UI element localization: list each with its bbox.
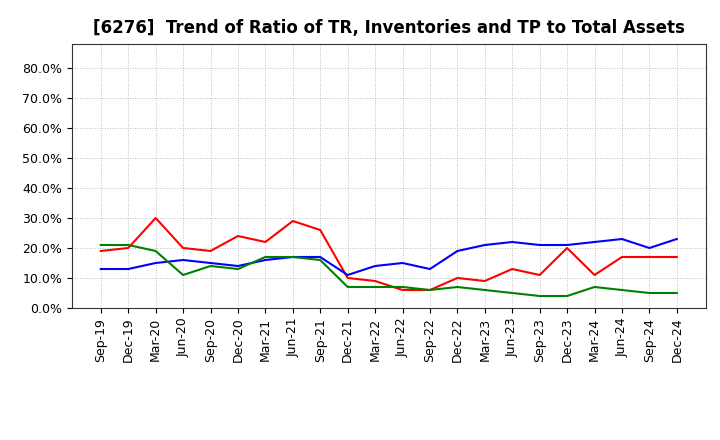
Trade Receivables bbox=[398, 287, 407, 293]
Inventories bbox=[590, 239, 599, 245]
Trade Payables bbox=[206, 264, 215, 269]
Trade Receivables bbox=[645, 254, 654, 260]
Inventories bbox=[645, 246, 654, 251]
Trade Payables bbox=[590, 284, 599, 290]
Title: [6276]  Trend of Ratio of TR, Inventories and TP to Total Assets: [6276] Trend of Ratio of TR, Inventories… bbox=[93, 19, 685, 37]
Trade Payables bbox=[563, 293, 572, 299]
Inventories bbox=[289, 254, 297, 260]
Inventories bbox=[343, 272, 352, 278]
Line: Trade Payables: Trade Payables bbox=[101, 245, 677, 296]
Inventories bbox=[508, 239, 516, 245]
Inventories bbox=[371, 264, 379, 269]
Trade Receivables bbox=[343, 275, 352, 281]
Trade Receivables bbox=[289, 218, 297, 224]
Trade Payables bbox=[289, 254, 297, 260]
Trade Payables bbox=[96, 242, 105, 248]
Trade Payables bbox=[233, 266, 242, 271]
Inventories bbox=[206, 260, 215, 266]
Inventories bbox=[261, 257, 270, 263]
Trade Receivables bbox=[124, 246, 132, 251]
Trade Payables bbox=[426, 287, 434, 293]
Trade Receivables bbox=[371, 279, 379, 284]
Line: Inventories: Inventories bbox=[101, 239, 677, 275]
Trade Receivables bbox=[480, 279, 489, 284]
Trade Receivables bbox=[563, 246, 572, 251]
Trade Payables bbox=[316, 257, 325, 263]
Inventories bbox=[151, 260, 160, 266]
Inventories bbox=[563, 242, 572, 248]
Trade Payables bbox=[261, 254, 270, 260]
Inventories bbox=[124, 266, 132, 271]
Trade Payables bbox=[536, 293, 544, 299]
Inventories bbox=[672, 236, 681, 242]
Trade Receivables bbox=[618, 254, 626, 260]
Inventories bbox=[426, 266, 434, 271]
Inventories bbox=[179, 257, 187, 263]
Inventories bbox=[618, 236, 626, 242]
Trade Payables bbox=[343, 284, 352, 290]
Trade Receivables bbox=[233, 233, 242, 238]
Trade Payables bbox=[151, 248, 160, 253]
Trade Payables bbox=[645, 290, 654, 296]
Trade Receivables bbox=[261, 239, 270, 245]
Trade Payables bbox=[179, 272, 187, 278]
Trade Receivables bbox=[206, 248, 215, 253]
Trade Receivables bbox=[151, 215, 160, 220]
Trade Receivables bbox=[426, 287, 434, 293]
Inventories bbox=[316, 254, 325, 260]
Line: Trade Receivables: Trade Receivables bbox=[101, 218, 677, 290]
Trade Receivables bbox=[536, 272, 544, 278]
Trade Payables bbox=[480, 287, 489, 293]
Trade Payables bbox=[618, 287, 626, 293]
Trade Receivables bbox=[508, 266, 516, 271]
Trade Receivables bbox=[316, 227, 325, 233]
Trade Receivables bbox=[590, 272, 599, 278]
Trade Payables bbox=[124, 242, 132, 248]
Trade Receivables bbox=[672, 254, 681, 260]
Trade Payables bbox=[672, 290, 681, 296]
Inventories bbox=[480, 242, 489, 248]
Trade Receivables bbox=[453, 275, 462, 281]
Inventories bbox=[96, 266, 105, 271]
Trade Payables bbox=[453, 284, 462, 290]
Trade Payables bbox=[398, 284, 407, 290]
Inventories bbox=[233, 264, 242, 269]
Inventories bbox=[398, 260, 407, 266]
Trade Payables bbox=[371, 284, 379, 290]
Inventories bbox=[453, 248, 462, 253]
Trade Payables bbox=[508, 290, 516, 296]
Inventories bbox=[536, 242, 544, 248]
Trade Receivables bbox=[179, 246, 187, 251]
Trade Receivables bbox=[96, 248, 105, 253]
